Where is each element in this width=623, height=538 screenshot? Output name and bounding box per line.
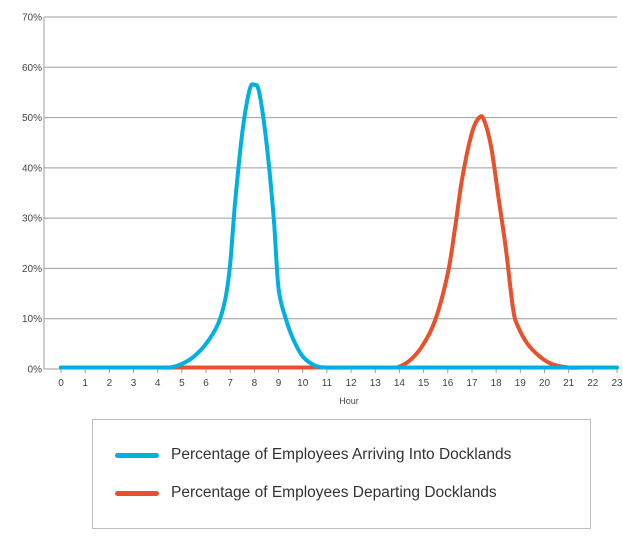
x-tick-label: 17 (466, 378, 478, 389)
y-tick-label: 0% (28, 365, 43, 376)
legend-swatch-arriving (115, 452, 159, 458)
x-tick-label: 2 (107, 378, 113, 389)
x-tick-label: 8 (252, 378, 258, 389)
series-line-departing (59, 114, 595, 370)
x-tick-label: 21 (563, 378, 575, 389)
x-tick-label: 4 (155, 378, 161, 389)
x-tick-label: 11 (322, 378, 333, 389)
series-lines (59, 82, 619, 370)
legend-label-departing: Percentage of Employees Departing Dockla… (171, 484, 497, 501)
x-tick-label: 3 (131, 378, 137, 389)
x-tick-label: 22 (587, 378, 599, 389)
y-tick-label: 30% (22, 214, 42, 225)
x-tick-label: 20 (539, 378, 551, 389)
line-chart: 0%10%20%30%40%50%60%70%0 1 2 3 4 5 6 7 8 9 10 11 12 1… (22, 13, 623, 407)
y-tick-label: 10% (22, 314, 42, 325)
x-tick-label: 19 (515, 378, 527, 389)
legend-swatch-departing (115, 490, 159, 496)
x-tick-label: 9 (276, 378, 282, 389)
axes: 0%10%20%30%40%50%60%70%0 1 2 3 4 5 6 7 8 9 10 11 12 1… (22, 13, 623, 390)
series-line-arriving (59, 82, 619, 370)
x-tick-label: 0 (58, 378, 64, 389)
y-tick-label: 70% (22, 13, 42, 24)
y-tick-label: 60% (22, 63, 42, 74)
x-tick-label: 13 (370, 378, 382, 389)
x-tick-label: 23 (611, 378, 623, 389)
legend-label-arriving: Percentage of Employees Arriving Into Do… (171, 446, 512, 463)
x-tick-label: 1 (82, 378, 88, 389)
x-tick-label: 15 (418, 378, 430, 389)
x-tick-label: 16 (442, 378, 454, 389)
y-tick-label: 20% (22, 264, 42, 275)
y-tick-label: 50% (22, 113, 42, 124)
x-tick-label: 6 (203, 378, 209, 389)
x-tick-label: 14 (394, 378, 406, 389)
x-tick-label: 7 (227, 378, 233, 389)
x-tick-label: 10 (297, 378, 309, 389)
legend-item-arriving: Percentage of Employees Arriving Into Do… (115, 443, 511, 467)
x-tick-label: 18 (491, 378, 503, 389)
x-tick-label: 5 (179, 378, 185, 389)
legend-item-departing: Percentage of Employees Departing Dockla… (115, 481, 497, 505)
x-axis-title: Hour (339, 396, 359, 406)
chart-legend: Percentage of Employees Arriving Into Do… (92, 419, 591, 529)
y-tick-label: 40% (22, 163, 42, 174)
x-tick-label: 12 (346, 378, 358, 389)
gridlines (44, 16, 617, 320)
